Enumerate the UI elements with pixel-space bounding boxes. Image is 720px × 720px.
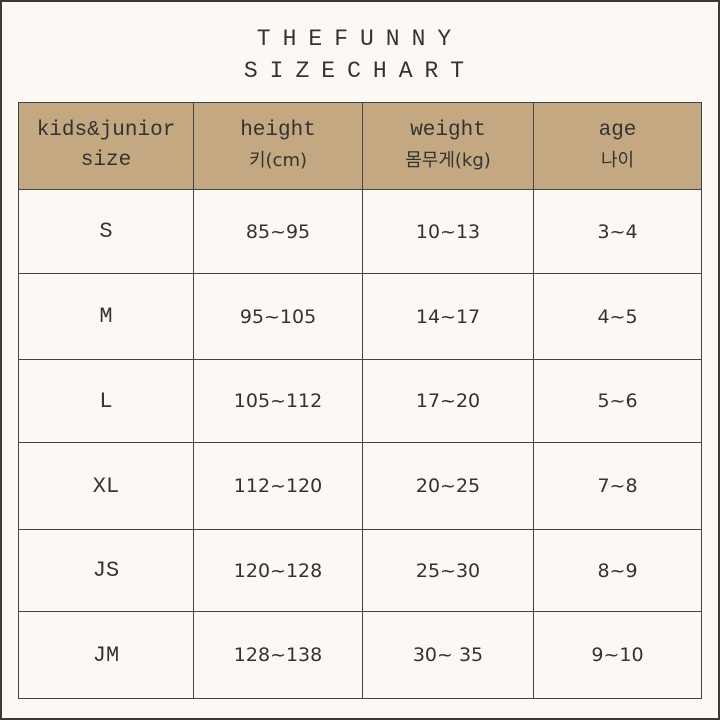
column-header: weight 몸무게(kg) bbox=[362, 102, 534, 190]
size-cell: M bbox=[18, 273, 194, 360]
table-row: M 95~105 14~17 4~5 bbox=[18, 273, 702, 360]
age-cell: 4~5 bbox=[533, 273, 702, 360]
column-header: kids&junior size bbox=[18, 102, 194, 190]
size-cell: JM bbox=[18, 611, 194, 699]
header-sublabel: 나이 bbox=[600, 150, 635, 171]
brand-title: THEFUNNY bbox=[256, 26, 464, 52]
table-row: JM 128~138 30~ 35 9~10 bbox=[18, 611, 702, 699]
size-cell: L bbox=[18, 359, 194, 443]
weight-cell: 30~ 35 bbox=[362, 611, 534, 699]
header-sublabel: 키(cm) bbox=[248, 150, 308, 171]
weight-cell: 10~13 bbox=[362, 189, 534, 274]
weight-cell: 20~25 bbox=[362, 442, 534, 530]
header-label: age bbox=[598, 119, 637, 142]
header-label: weight bbox=[410, 119, 486, 142]
header-row: kids&junior size height 키(cm) weight 몸무게(kg) a… bbox=[18, 102, 702, 190]
age-cell: 8~9 bbox=[533, 529, 702, 612]
header-label: kids&junior bbox=[36, 119, 176, 142]
age-cell: 5~6 bbox=[533, 359, 702, 443]
weight-cell: 14~17 bbox=[362, 273, 534, 360]
age-cell: 9~10 bbox=[533, 611, 702, 699]
table-row: JS 120~128 25~30 8~9 bbox=[18, 529, 702, 612]
column-header: age 나이 bbox=[533, 102, 702, 190]
weight-cell: 17~20 bbox=[362, 359, 534, 443]
header-sublabel: size bbox=[80, 149, 132, 172]
age-cell: 3~4 bbox=[533, 189, 702, 274]
height-cell: 85~95 bbox=[193, 189, 363, 274]
header-sublabel: 몸무게(kg) bbox=[405, 150, 491, 171]
height-cell: 95~105 bbox=[193, 273, 363, 360]
header-label: height bbox=[240, 119, 316, 142]
height-cell: 128~138 bbox=[193, 611, 363, 699]
size-chart-table: kids&junior size height 키(cm) weight 몸무게(kg) a… bbox=[18, 102, 702, 699]
size-cell: JS bbox=[18, 529, 194, 612]
chart-title: SIZECHART bbox=[243, 58, 477, 84]
height-cell: 105~112 bbox=[193, 359, 363, 443]
table-row: S 85~95 10~13 3~4 bbox=[18, 189, 702, 274]
size-cell: S bbox=[18, 189, 194, 274]
height-cell: 112~120 bbox=[193, 442, 363, 530]
size-cell: XL bbox=[18, 442, 194, 530]
weight-cell: 25~30 bbox=[362, 529, 534, 612]
age-cell: 7~8 bbox=[533, 442, 702, 530]
column-header: height 키(cm) bbox=[193, 102, 363, 190]
table-row: XL 112~120 20~25 7~8 bbox=[18, 442, 702, 530]
table-row: L 105~112 17~20 5~6 bbox=[18, 359, 702, 443]
height-cell: 120~128 bbox=[193, 529, 363, 612]
